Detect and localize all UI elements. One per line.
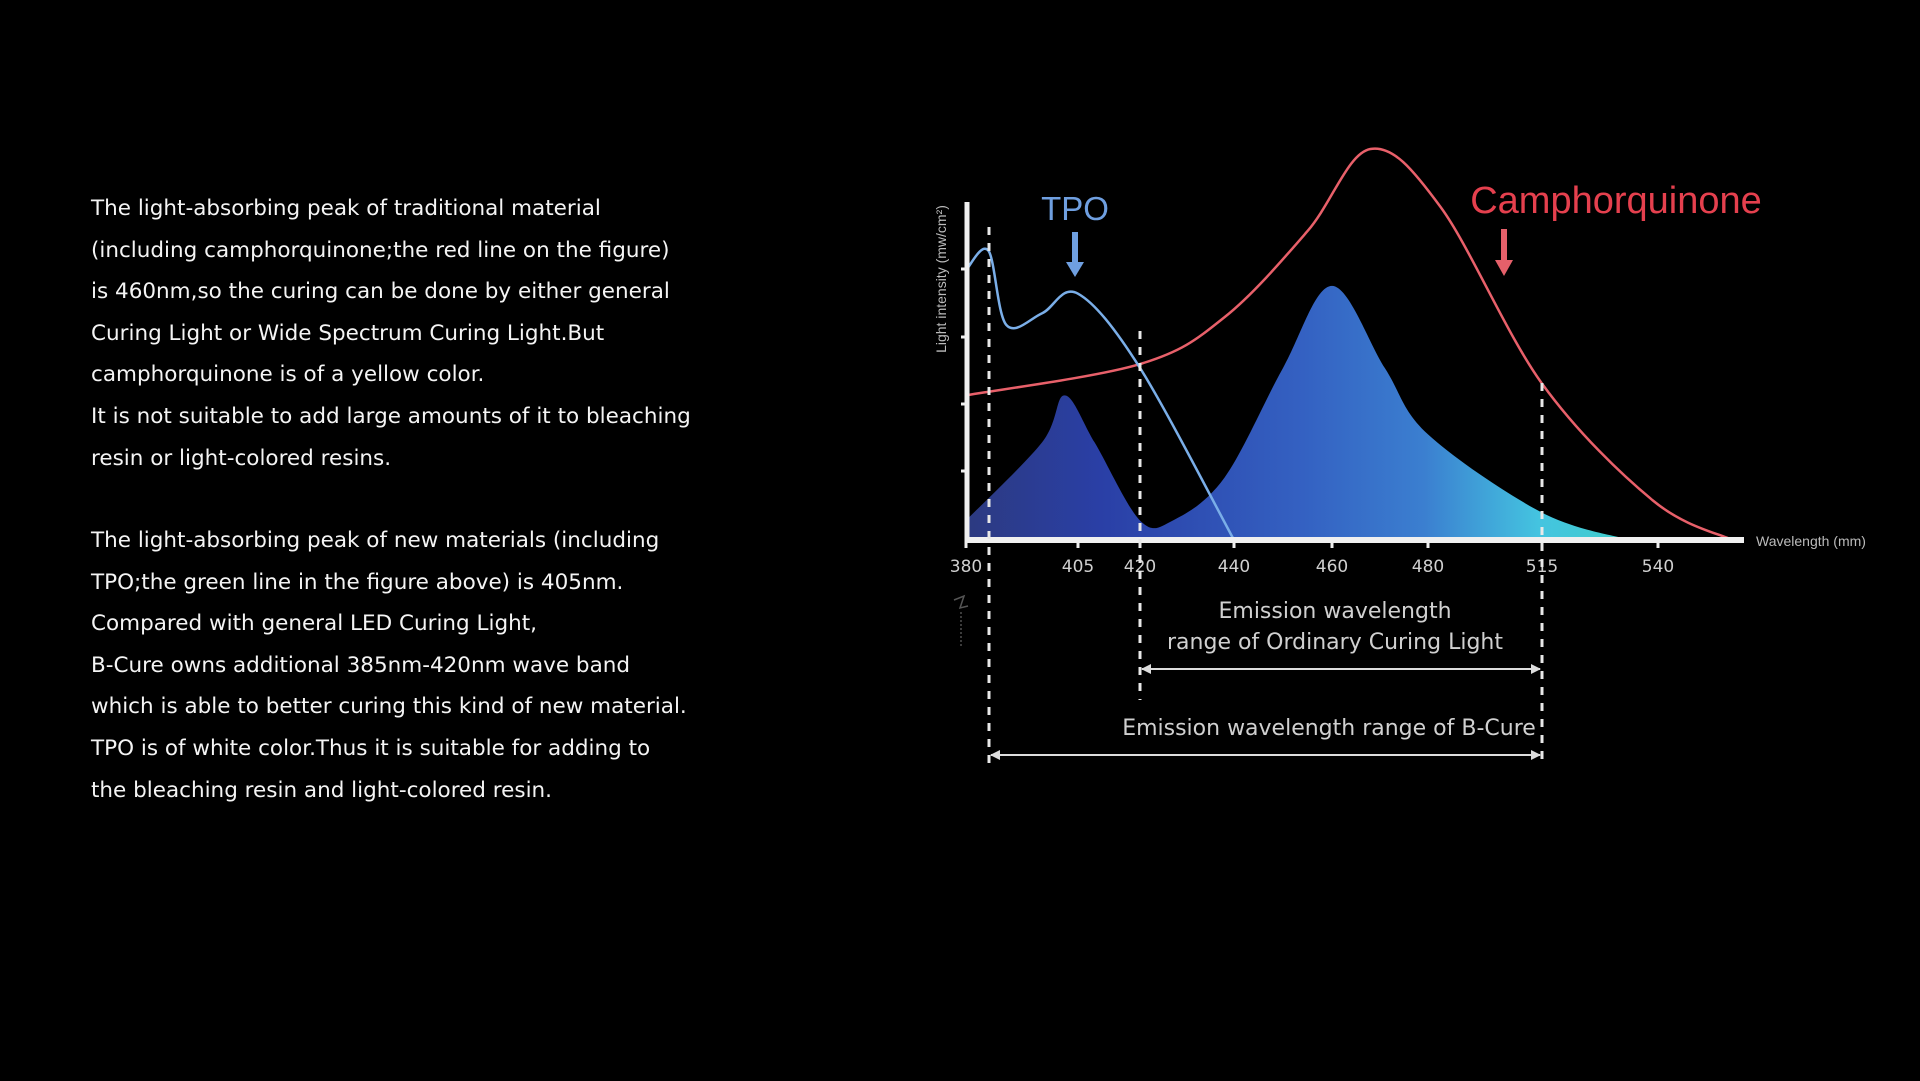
y-ticks — [961, 267, 967, 473]
text-line: camphorquinone is of a yellow color. — [91, 362, 485, 388]
text-line: Compared with general LED Curing Light, — [91, 611, 538, 637]
x-tick-label: 405 — [1062, 557, 1094, 577]
text-line: The light-absorbing peak of traditional … — [91, 196, 601, 221]
tpo-arrow-icon — [1066, 232, 1084, 277]
y-axis-label: Light intensity (mw/cm²) — [933, 205, 949, 353]
paragraph-tpo: The light-absorbing peak of new material… — [91, 520, 711, 811]
ordinary-range-label-2: range of Ordinary Curing Light — [1167, 630, 1503, 655]
bcure-range-label: Emission wavelength range of B-Cure — [1122, 716, 1536, 741]
x-axis-label: Wavelength (mm) — [1756, 533, 1866, 549]
logo-mark — [953, 594, 969, 648]
x-tick-label: 420 — [1124, 557, 1156, 577]
text-line: It is not suitable to add large amounts … — [91, 403, 691, 429]
text-line: (including camphorquinone;the red line o… — [91, 237, 670, 263]
text-line: the bleaching resin and light-colored re… — [91, 777, 553, 803]
camphorquinone-label: Camphorquinone — [1470, 180, 1762, 222]
text-line: TPO;the green line in the figure above) … — [91, 569, 624, 595]
range-guides — [987, 227, 1544, 767]
paragraph-camphorquinone: The light-absorbing peak of traditional … — [91, 188, 711, 479]
tpo-label: TPO — [1041, 190, 1109, 227]
emission-area — [966, 285, 1631, 540]
text-line: which is able to better curing this kind… — [91, 694, 687, 720]
x-tick-label: 440 — [1218, 557, 1250, 577]
ordinary-range-label-1: Emission wavelength — [1218, 599, 1451, 624]
camphorquinone-curve — [965, 147, 1733, 542]
tpo-curve — [965, 247, 1236, 541]
text-line: Curing Light or Wide Spectrum Curing Lig… — [91, 320, 605, 346]
x-tick-label: 480 — [1412, 557, 1444, 577]
x-tick-label: 540 — [1642, 557, 1674, 577]
x-tick-label: 460 — [1316, 557, 1348, 577]
text-line: The light-absorbing peak of new material… — [91, 528, 660, 553]
x-tick-label: 380 — [950, 557, 982, 577]
text-line: is 460nm,so the curing can be done by ei… — [91, 279, 670, 305]
text-line: B-Cure owns additional 385nm-420nm wave … — [91, 652, 631, 678]
text-line: resin or light-colored resins. — [91, 445, 392, 471]
camphorquinone-arrow-icon — [1495, 229, 1513, 276]
text-line: TPO is of white color.Thus it is suitabl… — [91, 735, 651, 761]
